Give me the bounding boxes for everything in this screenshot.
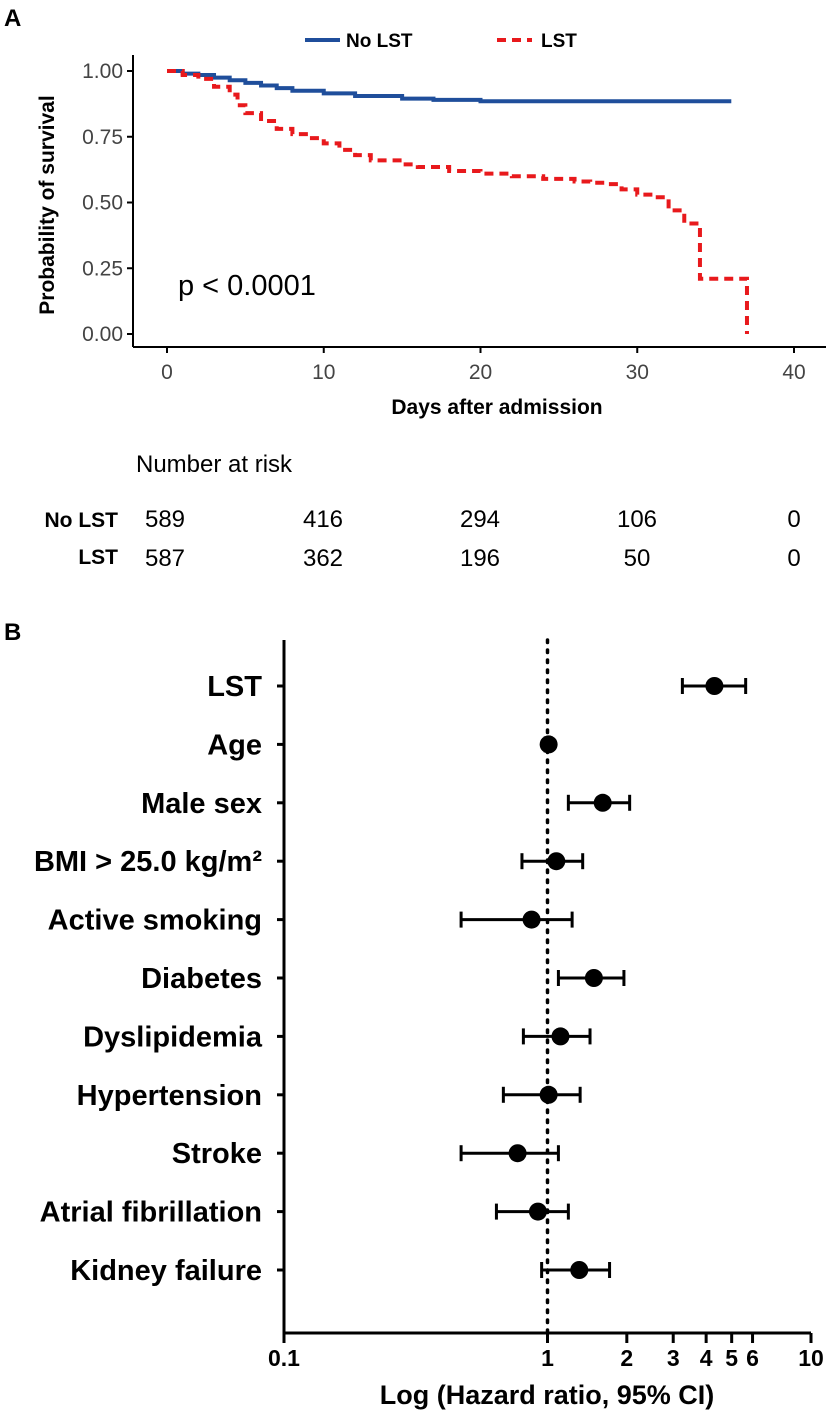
hr-point-male-sex	[593, 793, 612, 812]
x-tick-label: 0	[161, 361, 173, 384]
risk-cell: 416	[303, 506, 343, 533]
row-label-hypertension: Hypertension	[77, 1080, 262, 1112]
row-label-atrial-fibrillation: Atrial fibrillation	[40, 1197, 262, 1229]
x-tick-label: 10	[312, 361, 335, 384]
risk-cell: 589	[145, 506, 185, 533]
y-tick-label: 0.00	[82, 323, 123, 346]
hr-point-atrial-fibrillation	[528, 1202, 547, 1221]
risk-row-label-no-lst: No LST	[45, 509, 119, 532]
forest-x-tick-label: 10	[798, 1345, 824, 1371]
survival-curve-no-lst	[167, 69, 732, 104]
row-label-lst: LST	[207, 671, 262, 703]
legend-label-lst: LST	[541, 31, 577, 52]
panel-letter-b: B	[4, 619, 21, 646]
forest-x-tick-label: 0.1	[268, 1345, 300, 1371]
forest-x-tick-label: 6	[746, 1345, 759, 1371]
hr-point-dyslipidemia	[551, 1027, 570, 1046]
risk-table-title: Number at risk	[136, 451, 293, 478]
hr-point-bmi-25-0-kg-m	[547, 852, 566, 871]
row-label-active-smoking: Active smoking	[48, 905, 262, 937]
forest-x-axis-title: Log (Hazard ratio, 95% CI)	[380, 1380, 715, 1410]
hr-point-stroke	[508, 1144, 527, 1163]
survival-chart: No LST LST 0.00 0.25 0.50 0.75 1.00 0 10 20 30 4…	[36, 31, 826, 419]
hr-point-hypertension	[539, 1085, 558, 1104]
x-tick-label: 30	[626, 361, 649, 384]
risk-cell: 106	[617, 506, 657, 533]
forest-x-tick-label: 2	[620, 1345, 633, 1371]
panel-letter-a: A	[4, 5, 21, 32]
y-axis-title: Probability of survival	[36, 95, 59, 314]
risk-cell: 0	[787, 545, 800, 572]
y-tick-label: 1.00	[82, 60, 123, 83]
risk-cell: 0	[787, 506, 800, 533]
risk-row-label-lst: LST	[78, 546, 118, 569]
hr-point-lst	[705, 677, 724, 695]
x-tick-label: 40	[782, 361, 805, 384]
row-label-stroke: Stroke	[172, 1138, 262, 1170]
risk-table: Number at risk No LST LST 589 416 294 106 0 5…	[45, 451, 801, 572]
risk-cell: 362	[303, 545, 343, 572]
row-label-kidney-failure: Kidney failure	[70, 1255, 262, 1287]
x-axis-title: Days after admission	[391, 396, 602, 419]
y-tick-label: 0.50	[82, 192, 123, 215]
row-label-bmi-25-0-kg-m: BMI > 25.0 kg/m²	[34, 846, 262, 878]
risk-cell: 587	[145, 545, 185, 572]
p-value-annotation: p < 0.0001	[178, 270, 316, 302]
hr-point-diabetes	[584, 969, 603, 987]
y-tick-label: 0.25	[82, 257, 123, 280]
forest-x-tick-label: 5	[725, 1345, 738, 1371]
forest-x-tick-label: 3	[667, 1345, 680, 1371]
survival-curve-lst	[167, 69, 749, 334]
forest-plot: 0.1 1 2 3 4 5 6 10 LST Age Male sex BMI > 25.0 kg/…	[34, 638, 824, 1410]
forest-x-tick-label: 4	[700, 1345, 713, 1371]
row-label-diabetes: Diabetes	[141, 963, 262, 995]
hr-point-age	[539, 735, 558, 754]
row-label-male-sex: Male sex	[141, 788, 262, 820]
x-tick-label: 20	[469, 361, 492, 384]
risk-cell: 196	[460, 545, 500, 572]
risk-cell: 50	[624, 545, 651, 572]
hr-point-kidney-failure	[570, 1261, 589, 1279]
row-label-age: Age	[207, 729, 262, 761]
legend-label-no-lst: No LST	[346, 31, 413, 52]
forest-x-tick-label: 1	[541, 1345, 554, 1371]
hr-point-active-smoking	[522, 910, 541, 929]
row-label-dyslipidemia: Dyslipidemia	[83, 1021, 263, 1053]
legend: No LST LST	[305, 31, 577, 52]
risk-cell: 294	[460, 506, 500, 533]
y-tick-label: 0.75	[82, 126, 123, 149]
